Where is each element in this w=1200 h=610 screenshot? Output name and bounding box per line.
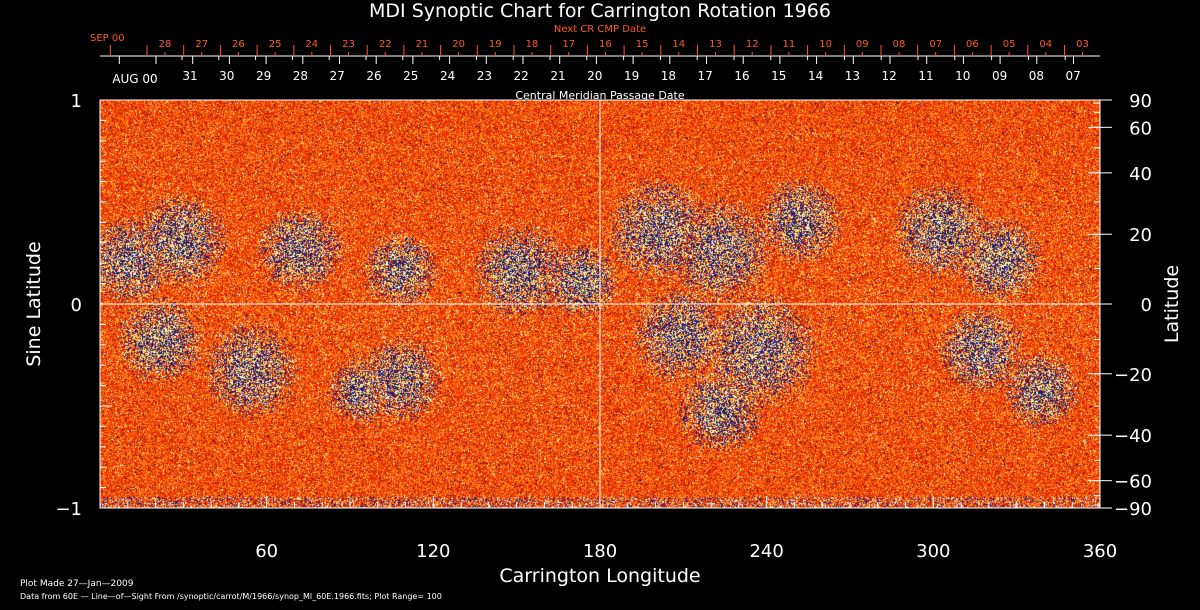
y-right-tick-label: −20 bbox=[1114, 365, 1152, 386]
next-cr-tick-label: 08 bbox=[893, 39, 906, 50]
next-cr-tick-label: 04 bbox=[1039, 39, 1052, 50]
cmp-tick-label: 26 bbox=[366, 69, 381, 83]
y-right-tick-label: 0 bbox=[1141, 295, 1152, 316]
next-cr-tick-label: 20 bbox=[452, 39, 465, 50]
next-cr-tick-label: 19 bbox=[489, 39, 502, 50]
cmp-tick-label: 14 bbox=[808, 69, 823, 83]
cmp-axis-label: Central Meridian Passage Date bbox=[515, 89, 684, 102]
cmp-month-label: AUG 00 bbox=[112, 72, 157, 86]
y-right-axis-label: Latitude bbox=[1161, 265, 1183, 343]
cmp-tick-label: 31 bbox=[182, 69, 197, 83]
y-right-tick-label: 20 bbox=[1129, 225, 1152, 246]
next-cr-month-label: SEP 00 bbox=[90, 33, 125, 44]
x-tick-label: 360 bbox=[1083, 541, 1117, 562]
cmp-tick-label: 21 bbox=[550, 69, 565, 83]
cmp-tick-label: 19 bbox=[624, 69, 639, 83]
next-cr-tick-label: 12 bbox=[746, 39, 759, 50]
x-tick-label: 180 bbox=[583, 541, 617, 562]
next-cr-tick-label: 11 bbox=[783, 39, 796, 50]
next-cr-tick-label: 24 bbox=[305, 39, 318, 50]
next-cr-tick-label: 22 bbox=[379, 39, 392, 50]
next-cr-tick-label: 27 bbox=[195, 39, 208, 50]
next-cr-tick-label: 25 bbox=[269, 39, 282, 50]
cmp-tick-label: 07 bbox=[1066, 69, 1081, 83]
next-cr-tick-label: 13 bbox=[709, 39, 722, 50]
cmp-tick-label: 23 bbox=[477, 69, 492, 83]
next-cr-tick-label: 06 bbox=[966, 39, 979, 50]
y-left-tick-label: 1 bbox=[71, 91, 82, 112]
y-right-tick-label: 60 bbox=[1129, 118, 1152, 139]
y-right-tick-label: −90 bbox=[1114, 499, 1152, 520]
cmp-tick-label: 25 bbox=[403, 69, 418, 83]
y-left-axis-label: Sine Latitude bbox=[23, 241, 45, 366]
x-tick-label: 240 bbox=[749, 541, 783, 562]
cmp-tick-label: 10 bbox=[955, 69, 970, 83]
cmp-tick-label: 30 bbox=[219, 69, 234, 83]
next-cr-tick-label: 03 bbox=[1076, 39, 1089, 50]
cmp-tick-label: 18 bbox=[661, 69, 676, 83]
cmp-tick-label: 13 bbox=[845, 69, 860, 83]
next-cr-tick-label: 16 bbox=[599, 39, 612, 50]
cmp-tick-label: 22 bbox=[514, 69, 529, 83]
y-right-tick-label: 40 bbox=[1129, 164, 1152, 185]
cmp-tick-label: 20 bbox=[587, 69, 602, 83]
y-right-tick-label: 90 bbox=[1129, 91, 1152, 112]
next-cr-tick-label: 15 bbox=[636, 39, 649, 50]
cmp-tick-label: 27 bbox=[330, 69, 345, 83]
y-right-tick-label: −60 bbox=[1114, 472, 1152, 493]
next-cr-tick-label: 14 bbox=[672, 39, 685, 50]
chart-title: MDI Synoptic Chart for Carrington Rotati… bbox=[369, 0, 831, 22]
y-left-tick-label: 0 bbox=[71, 295, 82, 316]
data-source-note: Data from 60E — Line—of—Sight From /syno… bbox=[20, 592, 442, 601]
next-cr-axis-label: Next CR CMP Date bbox=[554, 24, 646, 35]
cmp-tick-label: 11 bbox=[918, 69, 933, 83]
cmp-tick-label: 15 bbox=[771, 69, 786, 83]
x-axis-label: Carrington Longitude bbox=[499, 565, 700, 587]
next-cr-tick-label: 07 bbox=[929, 39, 942, 50]
cmp-tick-label: 09 bbox=[992, 69, 1007, 83]
cmp-tick-label: 08 bbox=[1029, 69, 1044, 83]
next-cr-tick-label: 28 bbox=[159, 39, 172, 50]
next-cr-tick-label: 18 bbox=[526, 39, 539, 50]
cmp-tick-label: 16 bbox=[734, 69, 749, 83]
y-right-tick-label: −40 bbox=[1114, 426, 1152, 447]
next-cr-tick-label: 17 bbox=[562, 39, 575, 50]
x-tick-label: 120 bbox=[416, 541, 450, 562]
next-cr-tick-label: 23 bbox=[342, 39, 355, 50]
cmp-tick-label: 17 bbox=[698, 69, 713, 83]
plot-made-note: Plot Made 27—Jan—2009 bbox=[20, 579, 134, 589]
next-cr-tick-label: 09 bbox=[856, 39, 869, 50]
next-cr-tick-label: 21 bbox=[416, 39, 429, 50]
cmp-tick-label: 28 bbox=[293, 69, 308, 83]
cmp-tick-label: 24 bbox=[440, 69, 455, 83]
x-tick-label: 300 bbox=[916, 541, 950, 562]
cmp-tick-label: 12 bbox=[882, 69, 897, 83]
next-cr-tick-label: 26 bbox=[232, 39, 245, 50]
next-cr-tick-label: 05 bbox=[1003, 39, 1016, 50]
y-left-tick-label: −1 bbox=[55, 499, 82, 520]
cmp-tick-label: 29 bbox=[256, 69, 271, 83]
x-tick-label: 60 bbox=[255, 541, 278, 562]
next-cr-tick-label: 10 bbox=[819, 39, 832, 50]
